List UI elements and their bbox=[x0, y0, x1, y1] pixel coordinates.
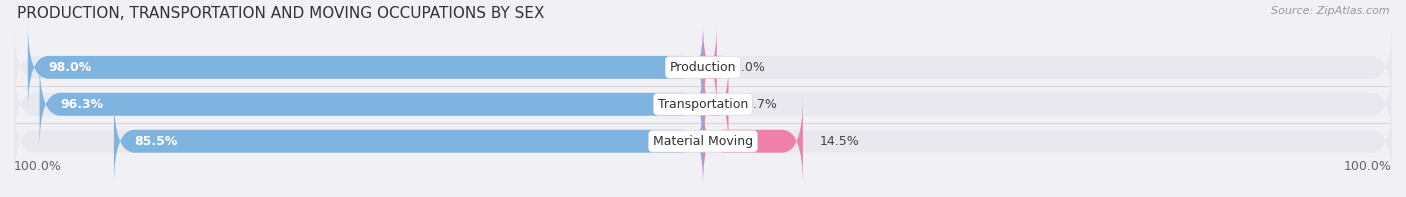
Text: 3.7%: 3.7% bbox=[745, 98, 778, 111]
Text: Production: Production bbox=[669, 61, 737, 74]
FancyBboxPatch shape bbox=[39, 60, 703, 148]
FancyBboxPatch shape bbox=[14, 97, 1392, 185]
Text: 2.0%: 2.0% bbox=[734, 61, 765, 74]
Text: PRODUCTION, TRANSPORTATION AND MOVING OCCUPATIONS BY SEX: PRODUCTION, TRANSPORTATION AND MOVING OC… bbox=[17, 6, 544, 21]
Text: Transportation: Transportation bbox=[658, 98, 748, 111]
Text: 100.0%: 100.0% bbox=[14, 160, 62, 173]
FancyBboxPatch shape bbox=[14, 23, 1392, 111]
Text: 100.0%: 100.0% bbox=[1344, 160, 1392, 173]
Text: Source: ZipAtlas.com: Source: ZipAtlas.com bbox=[1271, 6, 1389, 16]
FancyBboxPatch shape bbox=[703, 97, 803, 185]
FancyBboxPatch shape bbox=[696, 23, 724, 111]
Text: 85.5%: 85.5% bbox=[135, 135, 179, 148]
Text: 14.5%: 14.5% bbox=[820, 135, 859, 148]
FancyBboxPatch shape bbox=[114, 97, 703, 185]
Legend: Male, Female: Male, Female bbox=[633, 194, 773, 197]
FancyBboxPatch shape bbox=[14, 60, 1392, 148]
Text: Material Moving: Material Moving bbox=[652, 135, 754, 148]
Text: 96.3%: 96.3% bbox=[60, 98, 104, 111]
FancyBboxPatch shape bbox=[703, 60, 728, 148]
FancyBboxPatch shape bbox=[28, 23, 703, 111]
Text: 98.0%: 98.0% bbox=[48, 61, 91, 74]
